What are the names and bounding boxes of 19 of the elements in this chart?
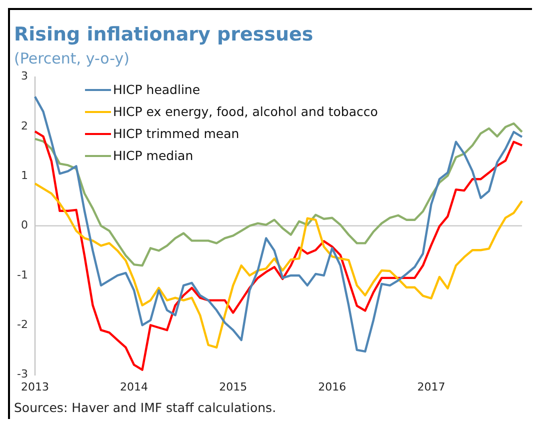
y-tick-label: -1 <box>17 268 28 282</box>
y-tick-label: 0 <box>20 218 28 232</box>
legend-label: HICP median <box>112 146 194 165</box>
x-tick-label: 2017 <box>417 380 446 394</box>
y-tick-label: 1 <box>20 168 28 182</box>
legend-label: HICP ex energy, food, alcohol and tobacco <box>112 102 378 121</box>
x-tick-label: 2015 <box>219 380 248 394</box>
x-tick-label: 2016 <box>318 380 346 394</box>
legend-label: HICP headline <box>112 80 200 99</box>
y-tick-label: 3 <box>20 70 28 83</box>
x-tick-label: 2013 <box>20 380 49 394</box>
x-tick-label: 2014 <box>120 380 148 394</box>
source-note: Sources: Haver and IMF staff calculations. <box>13 400 278 417</box>
y-tick-label: 2 <box>20 119 28 132</box>
y-tick-label: -2 <box>17 318 28 331</box>
chart-subtitle: (Percent, y-o-y) <box>14 50 130 68</box>
y-tick-label: -3 <box>17 368 28 381</box>
legend-label: HICP trimmed mean <box>112 124 240 143</box>
chart-title: Rising inflationary pressues <box>14 23 314 46</box>
